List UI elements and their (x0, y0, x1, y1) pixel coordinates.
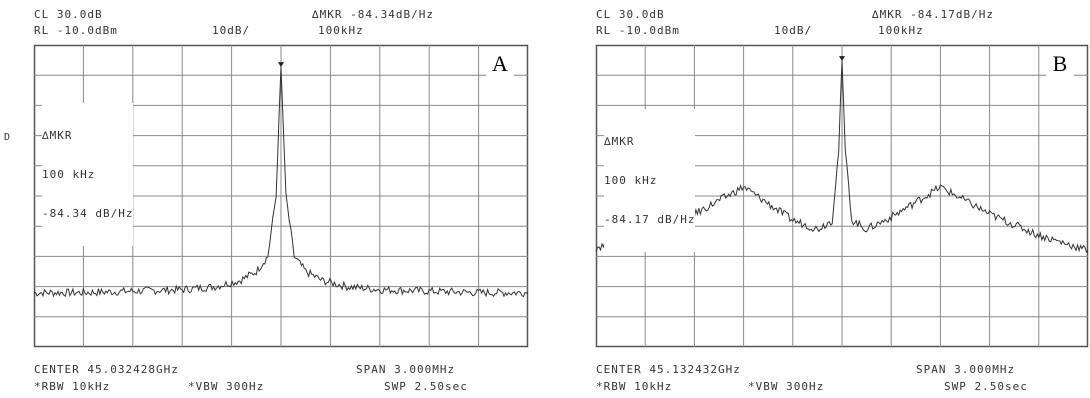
sweep-label: SWP 2.50sec (384, 380, 468, 393)
span-label: SPAN 3.000MHz (356, 363, 456, 376)
scale-label: 10dB/ (212, 24, 251, 37)
marker-note: ∆MKR 100 kHz -84.17 dB/Hz (604, 109, 696, 252)
rbw-label: *RBW 10kHz (596, 380, 673, 393)
rl-label: RL -10.0dBm (596, 24, 680, 37)
marker-note-line: -84.17 dB/Hz (604, 213, 696, 226)
marker-readout: ∆MKR -84.17dB/Hz (872, 8, 994, 21)
marker-note-line: 100 kHz (604, 174, 658, 187)
plot-area: B ∆MKR 100 kHz -84.17 dB/Hz (595, 44, 1089, 348)
panel-label: A (486, 51, 514, 77)
marker-frequency: 100kHz (318, 24, 364, 37)
marker-note-line: ∆MKR (604, 135, 635, 148)
vbw-label: *VBW 300Hz (748, 380, 825, 393)
marker-note-line: ∆MKR (42, 129, 73, 142)
cl-label: CL 30.0dB (596, 8, 665, 21)
sweep-label: SWP 2.50sec (944, 380, 1028, 393)
side-label: D (4, 132, 11, 143)
marker-note-line: 100 kHz (42, 168, 96, 181)
marker-note-line: -84.34 dB/Hz (42, 207, 134, 220)
rbw-label: *RBW 10kHz (34, 380, 111, 393)
center-frequency: CENTER 45.132432GHz (596, 363, 741, 376)
panel-label: B (1046, 51, 1074, 77)
marker-frequency: 100kHz (878, 24, 924, 37)
spectrum-panel-b: CL 30.0dB RL -10.0dBm 10dB/ ∆MKR -84.17d… (560, 0, 1090, 398)
peak-marker (839, 56, 845, 62)
scale-label: 10dB/ (774, 24, 813, 37)
rl-label: RL -10.0dBm (34, 24, 118, 37)
cl-label: CL 30.0dB (34, 8, 103, 21)
marker-note: ∆MKR 100 kHz -84.34 dB/Hz (42, 103, 134, 246)
peak-marker (278, 62, 284, 68)
vbw-label: *VBW 300Hz (188, 380, 265, 393)
marker-readout: ∆MKR -84.34dB/Hz (312, 8, 434, 21)
plot-area: A ∆MKR 100 kHz -84.34 dB/Hz (33, 44, 529, 348)
span-label: SPAN 3.000MHz (916, 363, 1016, 376)
center-frequency: CENTER 45.032428GHz (34, 363, 179, 376)
spectrum-panel-a: CL 30.0dB RL -10.0dBm 10dB/ ∆MKR -84.34d… (0, 0, 530, 398)
